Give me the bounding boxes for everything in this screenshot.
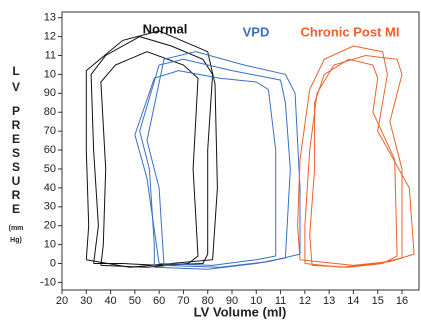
y-tick-label: 80 bbox=[44, 106, 56, 118]
y-axis-label: (mm bbox=[9, 225, 24, 232]
y-tick-label: 13 bbox=[44, 12, 56, 24]
y-tick-label: 50 bbox=[44, 163, 56, 175]
y-axis-label: P bbox=[12, 104, 20, 118]
y-axis-label: R bbox=[12, 118, 21, 132]
x-tick-label: 90 bbox=[226, 295, 238, 307]
x-tick-label: 70 bbox=[177, 295, 189, 307]
x-axis-label: LV Volume (ml) bbox=[194, 304, 287, 319]
series-label: VPD bbox=[243, 24, 270, 39]
y-tick-label: 40 bbox=[44, 182, 56, 194]
pv-loop bbox=[297, 45, 415, 266]
plot-frame bbox=[61, 11, 420, 291]
y-axis-label: U bbox=[12, 174, 21, 188]
pv-loop bbox=[134, 70, 277, 266]
series-label: Chronic Post MI bbox=[301, 24, 400, 39]
x-tick-label: 10 bbox=[250, 295, 262, 307]
y-tick-label: 30 bbox=[44, 201, 56, 213]
x-tick-label: 15 bbox=[372, 295, 384, 307]
y-tick-label: 20 bbox=[44, 220, 56, 232]
pv-loop bbox=[100, 51, 199, 268]
y-axis-label: Hg) bbox=[10, 237, 22, 244]
x-tick-label: 20 bbox=[56, 295, 68, 307]
y-axis-label: S bbox=[12, 160, 20, 174]
x-tick-label: 11 bbox=[275, 295, 286, 307]
y-tick-label: 60 bbox=[44, 144, 56, 156]
series-label: Normal bbox=[143, 21, 188, 36]
pv-loop bbox=[146, 51, 301, 268]
x-tick-label: 14 bbox=[347, 295, 359, 307]
x-tick-label: 30 bbox=[80, 295, 92, 307]
y-axis-label: E bbox=[12, 202, 20, 216]
x-tick-label: 40 bbox=[104, 295, 116, 307]
y-tick-label: 70 bbox=[44, 125, 56, 137]
x-tick-label: 50 bbox=[129, 295, 141, 307]
y-tick-label: 90 bbox=[44, 87, 56, 99]
pv-loop bbox=[85, 30, 218, 268]
y-tick-label: 11 bbox=[45, 49, 56, 61]
pv-loop bbox=[309, 58, 398, 268]
x-tick-label: 13 bbox=[323, 295, 335, 307]
y-axis-label: E bbox=[12, 132, 20, 146]
y-axis-label: R bbox=[12, 188, 21, 202]
x-tick-label: 60 bbox=[153, 295, 165, 307]
y-tick-label: 12 bbox=[44, 30, 56, 42]
y-tick-label: 0 bbox=[50, 257, 56, 269]
x-tick-label: 80 bbox=[202, 295, 214, 307]
y-axis-label: S bbox=[12, 146, 20, 160]
y-tick-label: 10 bbox=[44, 239, 56, 251]
y-tick-label: -10 bbox=[40, 276, 56, 288]
y-axis-label: L bbox=[12, 64, 19, 78]
x-tick-label: 16 bbox=[396, 295, 408, 307]
y-axis-label: V bbox=[12, 80, 20, 94]
x-tick-label: 12 bbox=[299, 295, 311, 307]
y-tick-label: 10 bbox=[44, 68, 56, 80]
